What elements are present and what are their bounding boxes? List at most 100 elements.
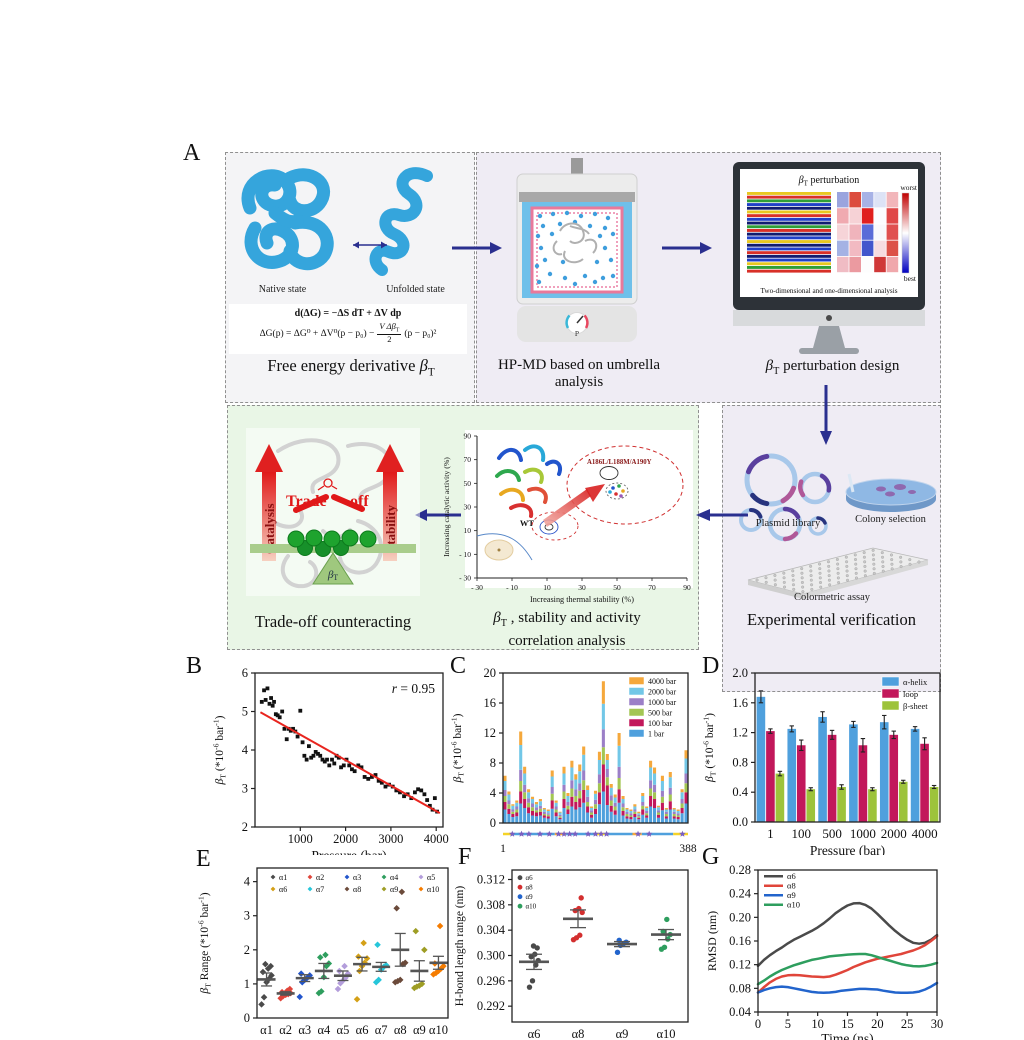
- svg-text:1000 bar: 1000 bar: [648, 698, 677, 707]
- svg-text:3: 3: [244, 909, 250, 923]
- stability-label: Stability: [383, 505, 398, 552]
- svg-text:1: 1: [500, 843, 506, 855]
- svg-text:0: 0: [755, 1017, 761, 1031]
- formula-fraction: V ΔβT 2: [377, 321, 402, 345]
- svg-text:4000: 4000: [424, 832, 449, 846]
- svg-text:α6: α6: [787, 871, 796, 881]
- svg-text:0.12: 0.12: [729, 958, 751, 972]
- formula-line2-prefix: ΔG(p) = ΔG⁰ + ΔV⁰(p − p₀) −: [259, 329, 375, 340]
- rainbow-protein-illustration: [495, 444, 562, 518]
- svg-text:α10: α10: [787, 900, 800, 910]
- svg-text:α8: α8: [526, 884, 534, 892]
- svg-text:30: 30: [578, 583, 586, 592]
- svg-text:- 10: - 10: [459, 550, 471, 559]
- formula-line1: d(ΔG) = −ΔS dT + ΔV dp: [294, 308, 402, 319]
- svg-text:1: 1: [244, 977, 250, 991]
- mutant-cluster-points: [608, 484, 625, 498]
- svg-text:30: 30: [464, 503, 472, 512]
- design-caption: βT perturbation design: [765, 358, 900, 377]
- svg-text:βT (*10-6 bar-1): βT (*10-6 bar-1): [212, 715, 228, 785]
- svg-text:α2: α2: [279, 1023, 292, 1037]
- svg-text:12: 12: [484, 726, 497, 740]
- svg-text:2.0: 2.0: [732, 666, 748, 680]
- svg-text:α9: α9: [526, 893, 534, 901]
- svg-text:α8: α8: [353, 885, 361, 894]
- svg-text:5: 5: [785, 1017, 791, 1031]
- arrow-to-correlation-icon: [696, 509, 748, 521]
- unfolded-state-label: Unfolded state: [386, 284, 445, 295]
- svg-text:α3: α3: [353, 873, 361, 882]
- gauge-p-label: P: [575, 329, 579, 338]
- svg-text:25: 25: [901, 1017, 914, 1031]
- svg-text:α5: α5: [427, 873, 435, 882]
- svg-text:2000: 2000: [333, 832, 358, 846]
- svg-text:1.2: 1.2: [732, 726, 748, 740]
- svg-text:- 30: - 30: [459, 574, 471, 583]
- svg-text:0.296: 0.296: [477, 974, 505, 988]
- panel-f-letter: F: [458, 844, 472, 870]
- svg-text:α8: α8: [572, 1027, 585, 1040]
- hpmd-caption: HP-MD based on umbrella analysis: [497, 357, 661, 390]
- native-state-label: Native state: [258, 284, 307, 295]
- svg-text:0.300: 0.300: [477, 949, 505, 963]
- svg-text:0.04: 0.04: [729, 1005, 752, 1019]
- svg-text:2: 2: [244, 943, 250, 957]
- svg-text:8: 8: [490, 756, 496, 770]
- svg-text:1.6: 1.6: [732, 696, 748, 710]
- unfolded-state-illustration: [369, 167, 433, 276]
- svg-text:Pressure (bar): Pressure (bar): [311, 848, 386, 855]
- svg-text:α8: α8: [787, 881, 796, 891]
- svg-text:α1: α1: [260, 1023, 273, 1037]
- chart-g-rmsd-lines: 0 5 10 15 20 25 30 0.04 0.08 0.12 0.16 0.20 0.24 0.28…: [705, 863, 943, 1040]
- panel-g-letter: G: [702, 844, 720, 870]
- formula-box: d(ΔG) = −ΔS dT + ΔV dp ΔG(p) = ΔG⁰ + ΔV⁰…: [229, 304, 467, 354]
- svg-text:3000: 3000: [378, 832, 403, 846]
- svg-text:Time (ns): Time (ns): [821, 1031, 873, 1040]
- svg-text:0.312: 0.312: [477, 873, 505, 887]
- svg-text:α5: α5: [337, 1023, 350, 1037]
- svg-text:- 10: - 10: [506, 583, 518, 592]
- catalysis-label: Catalysis: [262, 503, 277, 554]
- svg-text:0.292: 0.292: [477, 999, 505, 1013]
- svg-text:70: 70: [648, 583, 656, 592]
- svg-text:0.308: 0.308: [477, 898, 505, 912]
- svg-text:20: 20: [871, 1017, 884, 1031]
- svg-text:2000 bar: 2000 bar: [648, 687, 677, 696]
- svg-text:4: 4: [490, 786, 497, 800]
- panel-c-letter: C: [450, 653, 467, 679]
- svg-text:β-sheet: β-sheet: [903, 701, 928, 711]
- experimental-verification-caption: Experimental verification: [746, 610, 917, 629]
- experimental-verification-box: [722, 405, 941, 692]
- panel-b-letter: B: [186, 653, 203, 679]
- svg-text:r = 0.95: r = 0.95: [392, 681, 436, 696]
- beta-t-triangle-label: βT: [327, 569, 338, 582]
- correlation-xlabel: Increasing thermal stability (%): [530, 595, 634, 604]
- arrow-to-tradeoff-icon: [415, 509, 461, 521]
- svg-text:α10: α10: [656, 1027, 675, 1040]
- svg-text:500: 500: [822, 826, 842, 841]
- svg-text:70: 70: [464, 455, 472, 464]
- svg-text:100: 100: [792, 826, 812, 841]
- svg-text:α6: α6: [526, 874, 534, 882]
- svg-text:0: 0: [244, 1011, 250, 1025]
- svg-text:0: 0: [490, 816, 496, 830]
- correlation-caption: βT , stability and activity correlation …: [493, 610, 641, 649]
- panel-e-letter: E: [196, 846, 211, 872]
- wt-label: WT: [520, 518, 535, 528]
- svg-text:20: 20: [484, 666, 497, 680]
- panel-d-letter: D: [702, 653, 720, 679]
- svg-text:α10: α10: [429, 1023, 448, 1037]
- pressure-vessel-illustration: P: [516, 158, 638, 342]
- svg-text:α3: α3: [298, 1023, 311, 1037]
- svg-text:α10: α10: [526, 903, 537, 911]
- correlation-plot: - 30- 30 - 10 - 10 10 10 30 30 50 50 70 70 90 90 Inc…: [442, 430, 693, 604]
- svg-text:90: 90: [464, 432, 472, 441]
- svg-text:50: 50: [464, 479, 472, 488]
- monitor-illustration: βT perturbation worst best Two-dimension…: [733, 162, 925, 354]
- svg-text:βT Range (*10-6 bar-1): βT Range (*10-6 bar-1): [197, 892, 213, 994]
- formula-line2-suffix: (p − p₀)²: [404, 328, 437, 339]
- svg-text:90: 90: [683, 583, 691, 592]
- arrow-to-simulation-icon: [452, 242, 502, 254]
